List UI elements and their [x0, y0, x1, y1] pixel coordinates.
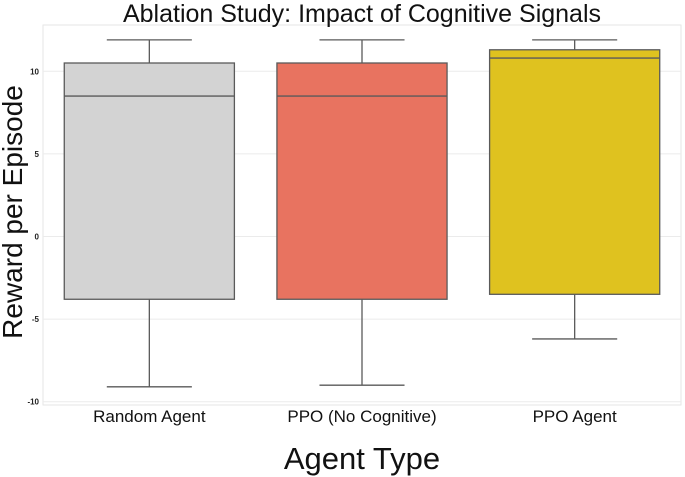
box-group — [488, 39, 661, 340]
y-tick-label: 5 — [35, 150, 40, 159]
box-group — [276, 39, 448, 386]
y-axis-label: Reward per Episode — [0, 85, 28, 339]
box-group — [63, 39, 236, 388]
x-tick-label: PPO (No Cognitive) — [287, 407, 436, 426]
box — [488, 49, 661, 295]
chart-title: Ablation Study: Impact of Cognitive Sign… — [123, 0, 601, 28]
y-tick-label: -10 — [27, 398, 39, 407]
boxes — [63, 39, 661, 388]
box — [276, 62, 448, 300]
x-tick-labels: Random Agent PPO (No Cognitive) PPO Agent — [93, 407, 617, 426]
y-tick-label: -5 — [32, 315, 40, 324]
y-tick-label: 0 — [35, 232, 40, 241]
x-tick-label: PPO Agent — [533, 407, 617, 426]
box — [63, 62, 236, 300]
y-tick-labels: -10 -5 0 5 10 — [27, 67, 39, 406]
x-tick-label: Random Agent — [93, 407, 206, 426]
y-tick-label: 10 — [30, 67, 39, 76]
x-axis-label: Agent Type — [284, 441, 440, 476]
